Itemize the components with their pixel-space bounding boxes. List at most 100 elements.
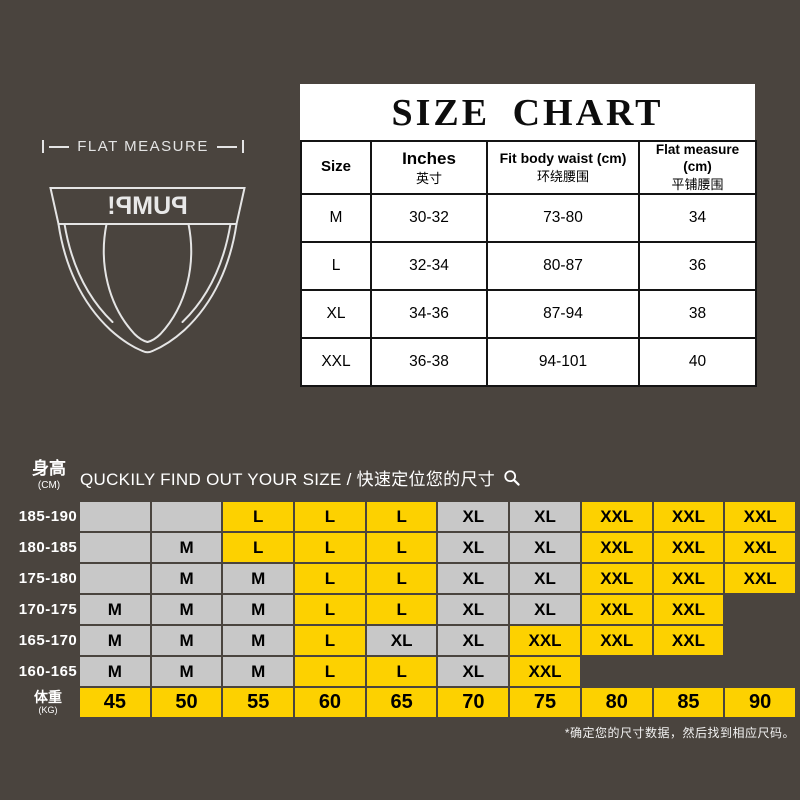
size-grid-cell: L bbox=[366, 595, 437, 624]
size-grid-cell: XXL bbox=[510, 626, 580, 655]
size-chart-cell: XL bbox=[300, 289, 372, 340]
size-grid-cell bbox=[80, 502, 150, 531]
height-row-label: 160-165 bbox=[18, 663, 78, 680]
size-chart-cell: 87-94 bbox=[486, 289, 640, 340]
size-grid-cell: XXL bbox=[725, 502, 795, 531]
size-chart-cell: 36-38 bbox=[370, 337, 488, 388]
size-grid-cell: L bbox=[295, 502, 365, 531]
size-chart-row: M 30-32 73-80 34 bbox=[300, 193, 757, 244]
size-grid-cell: XXL bbox=[581, 502, 652, 531]
size-chart-table: Size Inches 英寸 Fit body waist (cm) 环绕腰围 Flat … bbox=[300, 139, 757, 388]
size-grid-cell: XL bbox=[510, 533, 580, 562]
measure-line-right bbox=[216, 145, 238, 148]
measure-line-left bbox=[49, 145, 70, 148]
size-chart-cell: 38 bbox=[638, 289, 757, 340]
size-grid-cell: M bbox=[223, 564, 294, 593]
size-chart-body: M 30-32 73-80 34 L 32-34 80-87 36 XL 34-36 87-94 38… bbox=[300, 193, 757, 388]
size-chart-header-row: Size Inches 英寸 Fit body waist (cm) 环绕腰围 Flat … bbox=[300, 139, 757, 196]
size-grid-cell: L bbox=[366, 657, 437, 686]
size-chart-cell: 34-36 bbox=[370, 289, 488, 340]
size-grid-cell: XXL bbox=[725, 564, 795, 593]
measure-tick-right-icon bbox=[242, 140, 245, 153]
size-grid-cell: M bbox=[151, 564, 222, 593]
size-grid-cell: XXL bbox=[581, 533, 652, 562]
size-grid-cell bbox=[725, 595, 795, 624]
size-grid-cell: L bbox=[295, 564, 365, 593]
height-row-label: 165-170 bbox=[18, 632, 78, 649]
size-grid-cell: XXL bbox=[653, 533, 724, 562]
size-grid-cell: L bbox=[366, 502, 437, 531]
size-grid-cell: M bbox=[151, 533, 222, 562]
size-grid-cell: L bbox=[223, 533, 294, 562]
size-grid-cell bbox=[654, 657, 724, 686]
size-chart-cell: 80-87 bbox=[486, 241, 640, 292]
size-chart-column-header: Inches 英寸 bbox=[370, 139, 488, 196]
finder-title-text: QUCKILY FIND OUT YOUR SIZE / 快速定位您的尺寸 bbox=[80, 470, 496, 489]
size-grid-cell: M bbox=[151, 657, 222, 686]
size-grid-cell: M bbox=[80, 595, 150, 624]
size-grid-cell: M bbox=[80, 626, 150, 655]
size-grid-cell bbox=[80, 564, 150, 593]
finder-grid: 185-190 L L L XL XL XXL XXL XXL 180-185 M L L L XL XL XX… bbox=[18, 502, 795, 717]
size-chart-cell: 30-32 bbox=[370, 193, 488, 244]
pouch-seam-left bbox=[102, 223, 149, 343]
size-grid-cell: XL bbox=[438, 502, 509, 531]
brief-right-outline bbox=[151, 223, 238, 352]
size-grid-cell: XXL bbox=[510, 657, 580, 686]
size-grid-cell: XL bbox=[510, 595, 580, 624]
size-chart-title: SIZE CHART bbox=[391, 92, 664, 134]
size-grid-cell: M bbox=[223, 595, 294, 624]
size-grid-cell bbox=[80, 533, 150, 562]
weight-cell: 45 bbox=[80, 688, 150, 717]
weight-cell: 85 bbox=[653, 688, 724, 717]
size-chart-cell: XXL bbox=[300, 337, 372, 388]
brief-left-outline bbox=[57, 223, 144, 352]
size-grid-cell: XL bbox=[438, 564, 509, 593]
brand-logo-text: PUMP! bbox=[107, 192, 188, 220]
size-grid-cell: L bbox=[295, 533, 365, 562]
briefs-drawing-icon: PUMP! bbox=[49, 187, 246, 354]
size-grid-cell: XXL bbox=[653, 502, 724, 531]
size-grid-cell: L bbox=[295, 595, 365, 624]
size-grid-cell: M bbox=[223, 626, 294, 655]
size-grid-cell: XXL bbox=[653, 564, 724, 593]
size-grid-cell: XXL bbox=[653, 595, 724, 624]
pouch-seam-right bbox=[146, 223, 193, 343]
size-chart-cell: 36 bbox=[638, 241, 757, 292]
size-grid-cell: M bbox=[223, 657, 294, 686]
weight-axis-label: 体重 (KG) bbox=[34, 689, 62, 715]
size-grid-cell bbox=[725, 626, 795, 655]
finder-footnote: *确定您的尺寸数据，然后找到相应尺码。 bbox=[564, 726, 795, 740]
size-chart-row: XXL 36-38 94-101 40 bbox=[300, 337, 757, 388]
size-grid-cell: XL bbox=[438, 595, 509, 624]
size-grid-cell: XL bbox=[438, 533, 509, 562]
size-grid-cell: L bbox=[295, 657, 365, 686]
size-grid-cell: XXL bbox=[581, 595, 652, 624]
size-chart-panel: SIZE CHART Size Inches 英寸 Fit body waist (c… bbox=[300, 84, 757, 388]
briefs-illustration: PUMP! bbox=[30, 160, 265, 375]
brief-bottom-outline bbox=[141, 350, 154, 354]
weight-cell: 80 bbox=[581, 688, 652, 717]
size-chart-column-header: Fit body waist (cm) 环绕腰围 bbox=[486, 139, 640, 196]
size-finder-section: 身高 (CM) QUCKILY FIND OUT YOUR SIZE / 快速定… bbox=[0, 452, 800, 800]
size-grid-cell: XL bbox=[510, 564, 580, 593]
size-chart-cell: 94-101 bbox=[486, 337, 640, 388]
size-grid-cell: XL bbox=[366, 626, 437, 655]
size-grid-cell bbox=[725, 657, 795, 686]
left-hem-line bbox=[63, 223, 114, 323]
size-grid-cell: XXL bbox=[581, 626, 652, 655]
height-axis-label: 身高 (CM) bbox=[20, 459, 78, 490]
size-chart-cell: 40 bbox=[638, 337, 757, 388]
size-grid-cell: L bbox=[366, 564, 437, 593]
finder-title: QUCKILY FIND OUT YOUR SIZE / 快速定位您的尺寸 bbox=[80, 465, 521, 490]
size-grid-cell: M bbox=[151, 626, 222, 655]
size-chart-column-header: Flat measure (cm) 平铺腰围 bbox=[638, 139, 757, 196]
weight-cell: 70 bbox=[438, 688, 509, 717]
height-row-label: 185-190 bbox=[18, 508, 78, 525]
size-chart-row: L 32-34 80-87 36 bbox=[300, 241, 757, 292]
size-chart-column-header: Size bbox=[300, 139, 372, 196]
size-grid-cell: M bbox=[151, 595, 222, 624]
size-grid-cell: XXL bbox=[581, 564, 652, 593]
flat-measure-label: FLAT MEASURE bbox=[77, 138, 209, 155]
